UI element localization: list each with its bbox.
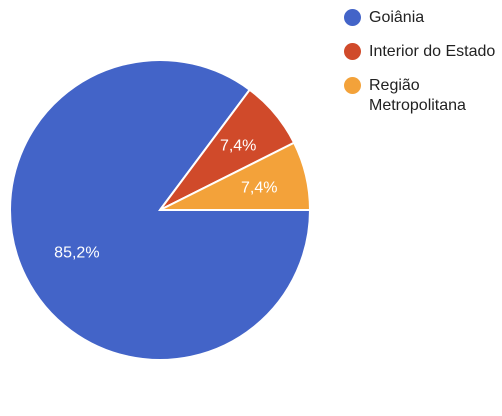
legend-item-goiania[interactable]: Goiânia [344,8,502,28]
pie-slice-2[interactable] [159,141,312,211]
chart-legend: Goiânia Interior do Estado Região Metrop… [344,8,502,130]
slice-label-0: 85,2% [54,245,99,262]
pie-chart: 85,2% 7,4% 7,4% [9,59,312,361]
legend-label: Região Metropolitana [369,77,466,114]
legend-label: Interior do Estado [369,43,496,60]
legend-item-interior-do-estado[interactable]: Interior do Estado [344,42,502,62]
slice-label-2: 7,4% [241,180,277,197]
legend-swatch [344,9,361,26]
slice-label-1: 7,4% [220,137,256,154]
legend-item-regiao-metropolitana[interactable]: Região Metropolitana [344,76,502,116]
legend-swatch [344,77,361,94]
legend-swatch [344,43,361,60]
legend-label: Goiânia [369,9,425,26]
